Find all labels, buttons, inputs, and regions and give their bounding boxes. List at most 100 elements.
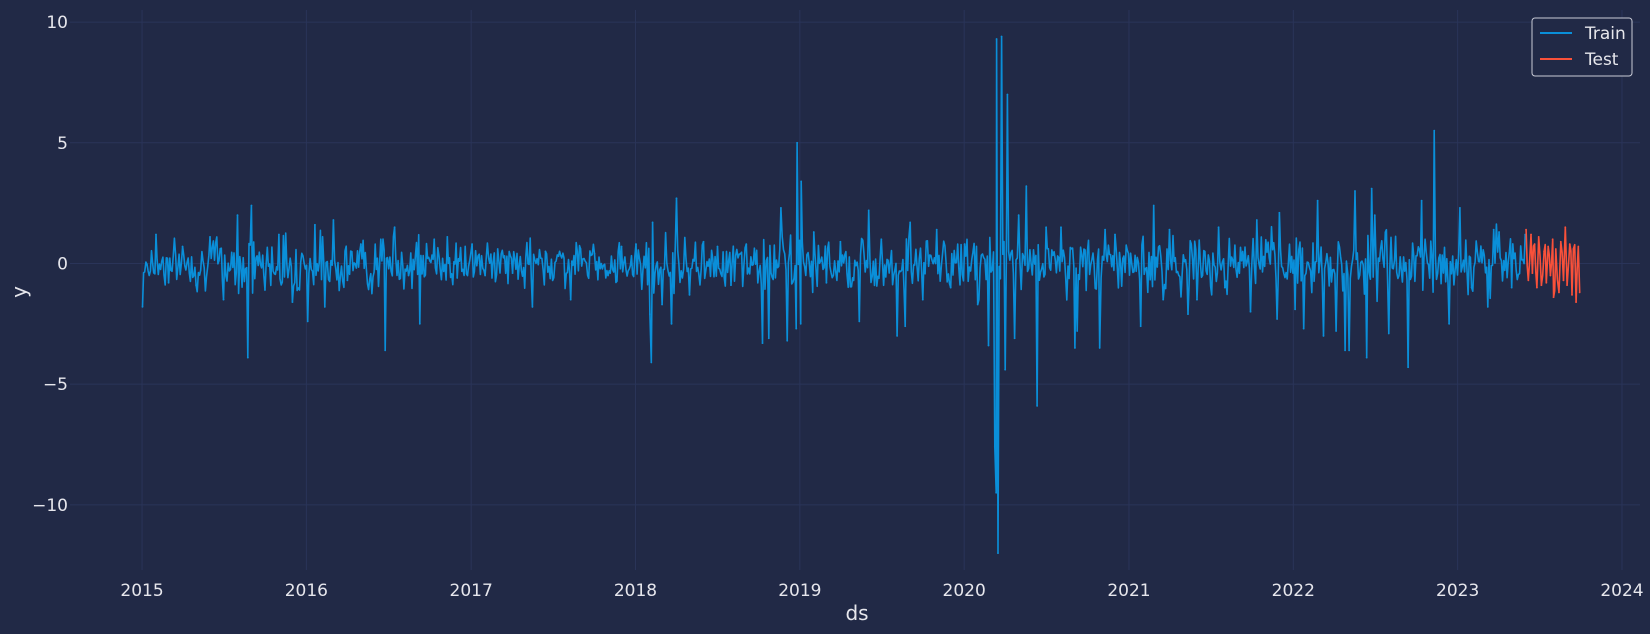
data-point-train (1302, 327, 1305, 330)
data-point-train (484, 274, 487, 277)
data-point-train (935, 228, 938, 231)
data-point-train (155, 233, 157, 236)
x-tick-label-2018: 2018 (614, 581, 657, 601)
data-point-train (661, 303, 663, 306)
data-point-train (976, 303, 979, 306)
data-point-test (1540, 284, 1543, 287)
data-point-test (1564, 226, 1567, 229)
data-point-train (780, 207, 782, 209)
data-point-train (1492, 228, 1495, 231)
data-point-train (702, 240, 705, 243)
data-point-train (675, 197, 678, 200)
y-tick-label-0: 10 (46, 13, 68, 33)
x-tick-label-2021: 2021 (1107, 581, 1150, 601)
data-point-train (1162, 298, 1165, 301)
x-tick-label-2023: 2023 (1436, 581, 1479, 601)
data-point-train (544, 250, 547, 253)
data-point-train (635, 243, 637, 246)
series-line-train (141, 35, 1526, 554)
data-point-train (607, 274, 609, 277)
x-tick-label-2024: 2024 (1600, 581, 1643, 601)
data-point-train (896, 334, 898, 337)
data-point-train (569, 298, 572, 301)
data-point-train (1017, 214, 1020, 217)
data-point-train (858, 320, 861, 323)
x-axis-label: ds (845, 601, 868, 625)
data-point-train (384, 349, 387, 352)
data-point-train (1370, 187, 1373, 190)
data-point-train (1045, 226, 1048, 229)
data-point-train (1104, 228, 1107, 231)
x-tick-label-2019: 2019 (778, 581, 821, 601)
data-point-train (1498, 231, 1500, 233)
data-point-train (812, 231, 815, 233)
data-point-test (1558, 291, 1560, 294)
data-point-train (407, 274, 410, 277)
data-point-train (323, 305, 326, 308)
data-point-train (222, 298, 225, 301)
data-point-train (1354, 190, 1356, 192)
data-point-test (1568, 243, 1571, 246)
data-point-train (786, 339, 789, 342)
data-point-test (1559, 240, 1562, 243)
data-point-test (1533, 243, 1536, 246)
data-point-train (1196, 298, 1198, 301)
data-point-train (1448, 322, 1450, 325)
y-axis-ticks: 10 5 0 −5 −10 (32, 13, 68, 516)
data-point-train (1000, 35, 1003, 38)
data-point-train (236, 214, 239, 217)
data-point-test (1549, 274, 1552, 277)
data-point-train (1486, 305, 1489, 308)
data-point-train (1276, 318, 1279, 320)
data-point-train (1223, 286, 1226, 289)
data-point-train (393, 226, 396, 229)
data-point-train (1387, 332, 1390, 335)
data-point-train (649, 313, 651, 316)
data-point-train (767, 337, 770, 340)
data-point-train (904, 325, 907, 328)
data-point-train (1373, 214, 1376, 217)
data-point-train (987, 344, 990, 347)
data-point-train (264, 289, 266, 291)
y-tick-label-4: −10 (32, 496, 68, 516)
data-point-train (949, 286, 952, 289)
data-point-train (278, 233, 280, 236)
data-point-train (141, 305, 144, 308)
data-point-train (761, 342, 764, 345)
data-point-test (1531, 272, 1534, 275)
data-point-test (1527, 279, 1530, 282)
data-point-train (1294, 308, 1297, 311)
data-point-train (796, 141, 799, 144)
data-point-train (593, 252, 596, 255)
data-point-test (1547, 245, 1550, 248)
data-point-test (1551, 238, 1554, 241)
data-point-train (651, 221, 654, 224)
data-point-train (688, 293, 691, 296)
data-point-train (795, 327, 798, 330)
grid-lines (70, 10, 1640, 570)
data-point-train (359, 243, 362, 246)
data-point-test (1577, 245, 1580, 248)
data-point-train (1217, 226, 1220, 229)
legend: Train Test (1531, 17, 1633, 77)
data-point-train (1249, 310, 1252, 313)
data-point-train (1255, 219, 1258, 221)
data-point-train (1139, 325, 1142, 328)
data-point-train (418, 322, 421, 325)
y-tick-label-2: 0 (57, 254, 68, 274)
data-point-train (670, 322, 673, 325)
x-tick-label-2016: 2016 (285, 581, 328, 601)
data-point-train (471, 243, 473, 246)
data-point-train (306, 320, 309, 323)
data-point-train (1420, 199, 1423, 202)
data-point-train (496, 248, 499, 250)
data-point-train (921, 298, 924, 301)
data-point-train (195, 284, 197, 287)
data-point-train (909, 221, 912, 224)
data-point-train (620, 245, 623, 248)
data-point-train (314, 223, 316, 226)
data-point-train (557, 255, 560, 258)
data-point-test (1530, 233, 1532, 236)
legend-label-test: Test (1584, 50, 1619, 70)
